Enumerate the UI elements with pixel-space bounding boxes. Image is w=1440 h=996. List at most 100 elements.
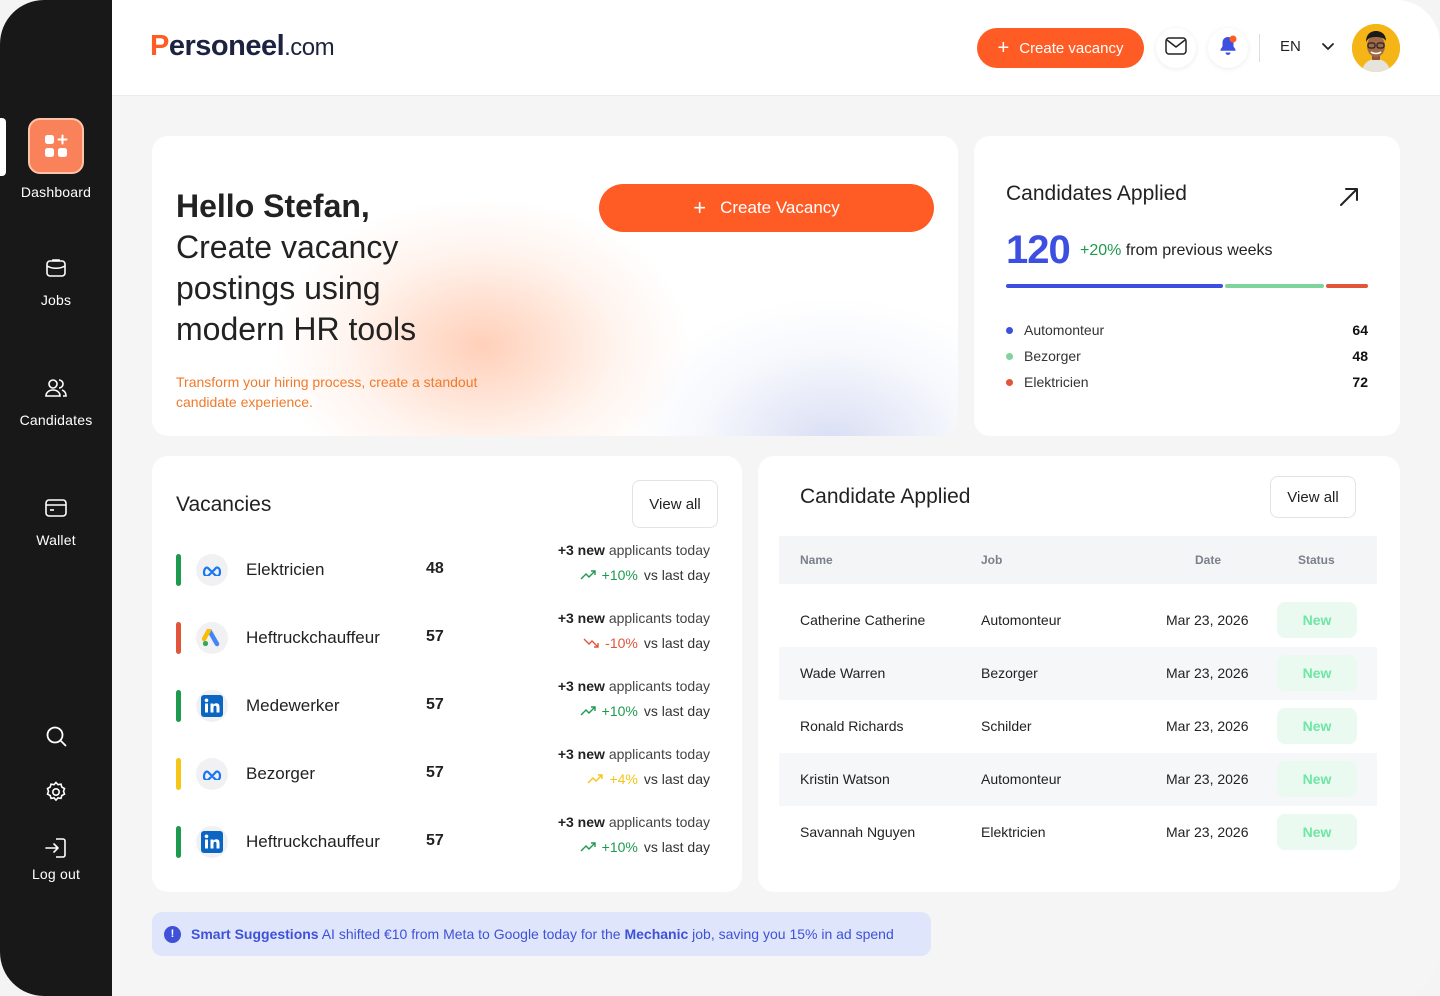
legend-label: Automonteur — [1024, 322, 1105, 338]
sidebar-settings[interactable] — [0, 778, 112, 806]
segment-bar-automonteur — [1006, 284, 1223, 288]
sidebar-search[interactable] — [0, 722, 112, 750]
candidate-job: Schilder — [981, 718, 1032, 734]
candidate-date: Mar 23, 2026 — [1166, 612, 1249, 628]
new-label: applicants today — [608, 678, 710, 694]
google-ads-icon — [196, 622, 228, 654]
plus-icon: + — [693, 195, 707, 220]
status-stripe — [176, 554, 181, 586]
smart-text: AI shifted €10 from Meta to Google today… — [321, 926, 621, 942]
create-vacancy-button[interactable]: + Create vacancy — [977, 28, 1144, 68]
trend-text: +4% vs last day — [587, 771, 710, 787]
candidate-date: Mar 23, 2026 — [1166, 824, 1249, 840]
candidate-name: Savannah Nguyen — [800, 824, 916, 840]
avatar[interactable] — [1352, 24, 1400, 72]
column-header-date[interactable]: Date — [1195, 553, 1222, 567]
vacancy-name: Heftruckchauffeur — [246, 832, 380, 851]
candidate-job: Elektricien — [981, 824, 1046, 840]
plus-icon: + — [997, 36, 1010, 59]
total-count: 120 — [1006, 228, 1071, 272]
trend-up-icon — [580, 567, 596, 583]
hero-heading: Hello Stefan, Create vacancy postings us… — [176, 186, 416, 350]
vacancy-row[interactable]: Medewerker 57 +3 new applicants today +1… — [176, 678, 718, 738]
status-badge: New — [1277, 814, 1357, 850]
candidate-job: Automonteur — [981, 771, 1062, 787]
legend-label: Elektricien — [1024, 374, 1089, 390]
trend-label: vs last day — [643, 567, 710, 583]
vacancy-row[interactable]: Bezorger 57 +3 new applicants today +4% … — [176, 746, 718, 806]
hero-subtitle: Transform your hiring process, create a … — [176, 374, 478, 410]
candidate-date: Mar 23, 2026 — [1166, 665, 1249, 681]
chevron-down-icon[interactable] — [1320, 38, 1336, 59]
logo[interactable]: Personeel.com — [150, 30, 335, 63]
new-applicants-text: +3 new applicants today — [558, 542, 710, 558]
sidebar-item-dashboard[interactable]: Dashboard — [0, 118, 112, 200]
dashboard-icon — [28, 118, 84, 174]
hero-glow-decoration — [622, 296, 958, 436]
status-badge: New — [1277, 761, 1357, 797]
sidebar-item-label: Dashboard — [20, 184, 92, 200]
view-all-candidates-button[interactable]: View all — [1270, 476, 1356, 518]
new-count: +3 new — [557, 610, 605, 626]
linkedin-icon — [196, 826, 228, 858]
smart-job: Mechanic — [624, 926, 689, 942]
language-selector[interactable]: EN — [1280, 38, 1301, 55]
logo-initial: P — [150, 30, 169, 62]
hero-line: Create vacancy — [176, 229, 399, 265]
smart-suggestions-banner: ! Smart Suggestions AI shifted €10 from … — [152, 912, 931, 956]
sidebar-item-candidates[interactable]: Candidates — [0, 374, 112, 428]
status-badge: New — [1277, 655, 1357, 691]
mail-button[interactable] — [1156, 28, 1196, 68]
column-header-status[interactable]: Status — [1298, 553, 1335, 567]
table-row[interactable]: Wade Warren Bezorger Mar 23, 2026 New — [779, 647, 1377, 700]
hero-line: modern HR tools — [176, 311, 417, 347]
trend-value: +10% — [601, 839, 638, 855]
gear-icon — [42, 778, 70, 806]
linkedin-icon — [196, 690, 228, 722]
legend-value: 72 — [1352, 374, 1368, 390]
sidebar-item-jobs[interactable]: Jobs — [0, 254, 112, 308]
vacancy-row[interactable]: Heftruckchauffeur 57 +3 new applicants t… — [176, 814, 718, 874]
search-icon — [42, 722, 70, 750]
column-header-job[interactable]: Job — [981, 553, 1003, 567]
info-icon: ! — [164, 925, 181, 943]
vacancy-count: 57 — [426, 764, 444, 781]
users-icon — [42, 374, 70, 402]
legend-item: Elektricien 72 — [1006, 374, 1368, 390]
segment-bar-elektricien — [1326, 284, 1368, 288]
hero-greeting: Hello Stefan, — [176, 188, 370, 224]
view-all-vacancies-button[interactable]: View all — [632, 480, 718, 528]
trend-value: +4% — [609, 771, 638, 787]
vacancy-row[interactable]: Heftruckchauffeur 57 +3 new applicants t… — [176, 610, 718, 670]
wallet-icon — [42, 494, 70, 522]
table-row[interactable]: Kristin Watson Automonteur Mar 23, 2026 … — [779, 753, 1377, 806]
segment-bar-bezorger — [1225, 284, 1324, 288]
card-title: Vacancies — [176, 493, 272, 516]
table-row[interactable]: Catherine Catherine Automonteur Mar 23, … — [779, 594, 1377, 647]
vacancy-count: 57 — [426, 628, 444, 645]
table-row[interactable]: Ronald Richards Schilder Mar 23, 2026 Ne… — [779, 700, 1377, 753]
legend-item: Automonteur 64 — [1006, 322, 1368, 338]
column-header-name[interactable]: Name — [800, 553, 833, 567]
trend-label: vs last day — [643, 771, 710, 787]
meta-icon — [196, 554, 228, 586]
hero-create-vacancy-button[interactable]: + Create Vacancy — [599, 184, 934, 232]
sidebar-item-wallet[interactable]: Wallet — [0, 494, 112, 548]
vacancy-name: Bezorger — [246, 764, 315, 783]
trend-up-icon — [580, 839, 596, 855]
table-row[interactable]: Savannah Nguyen Elektricien Mar 23, 2026… — [779, 806, 1377, 859]
active-indicator — [0, 118, 6, 176]
vacancy-row[interactable]: Elektricien 48 +3 new applicants today +… — [176, 542, 718, 602]
candidates-applied-card: Candidates Applied 120 +20% from previou… — [974, 136, 1400, 436]
growth-text: +20% from previous weeks — [1080, 242, 1273, 260]
vacancy-name: Medewerker — [246, 696, 340, 715]
new-count: +3 new — [557, 814, 605, 830]
candidate-name: Wade Warren — [800, 665, 886, 681]
arrow-up-right-icon[interactable] — [1338, 186, 1360, 213]
candidate-job: Bezorger — [981, 665, 1038, 681]
sidebar-logout[interactable]: Log out — [0, 834, 112, 882]
notification-button[interactable] — [1208, 28, 1248, 68]
hero-card: Hello Stefan, Create vacancy postings us… — [152, 136, 958, 436]
sidebar-item-label: Jobs — [40, 292, 72, 308]
card-title: Candidate Applied — [800, 485, 971, 508]
